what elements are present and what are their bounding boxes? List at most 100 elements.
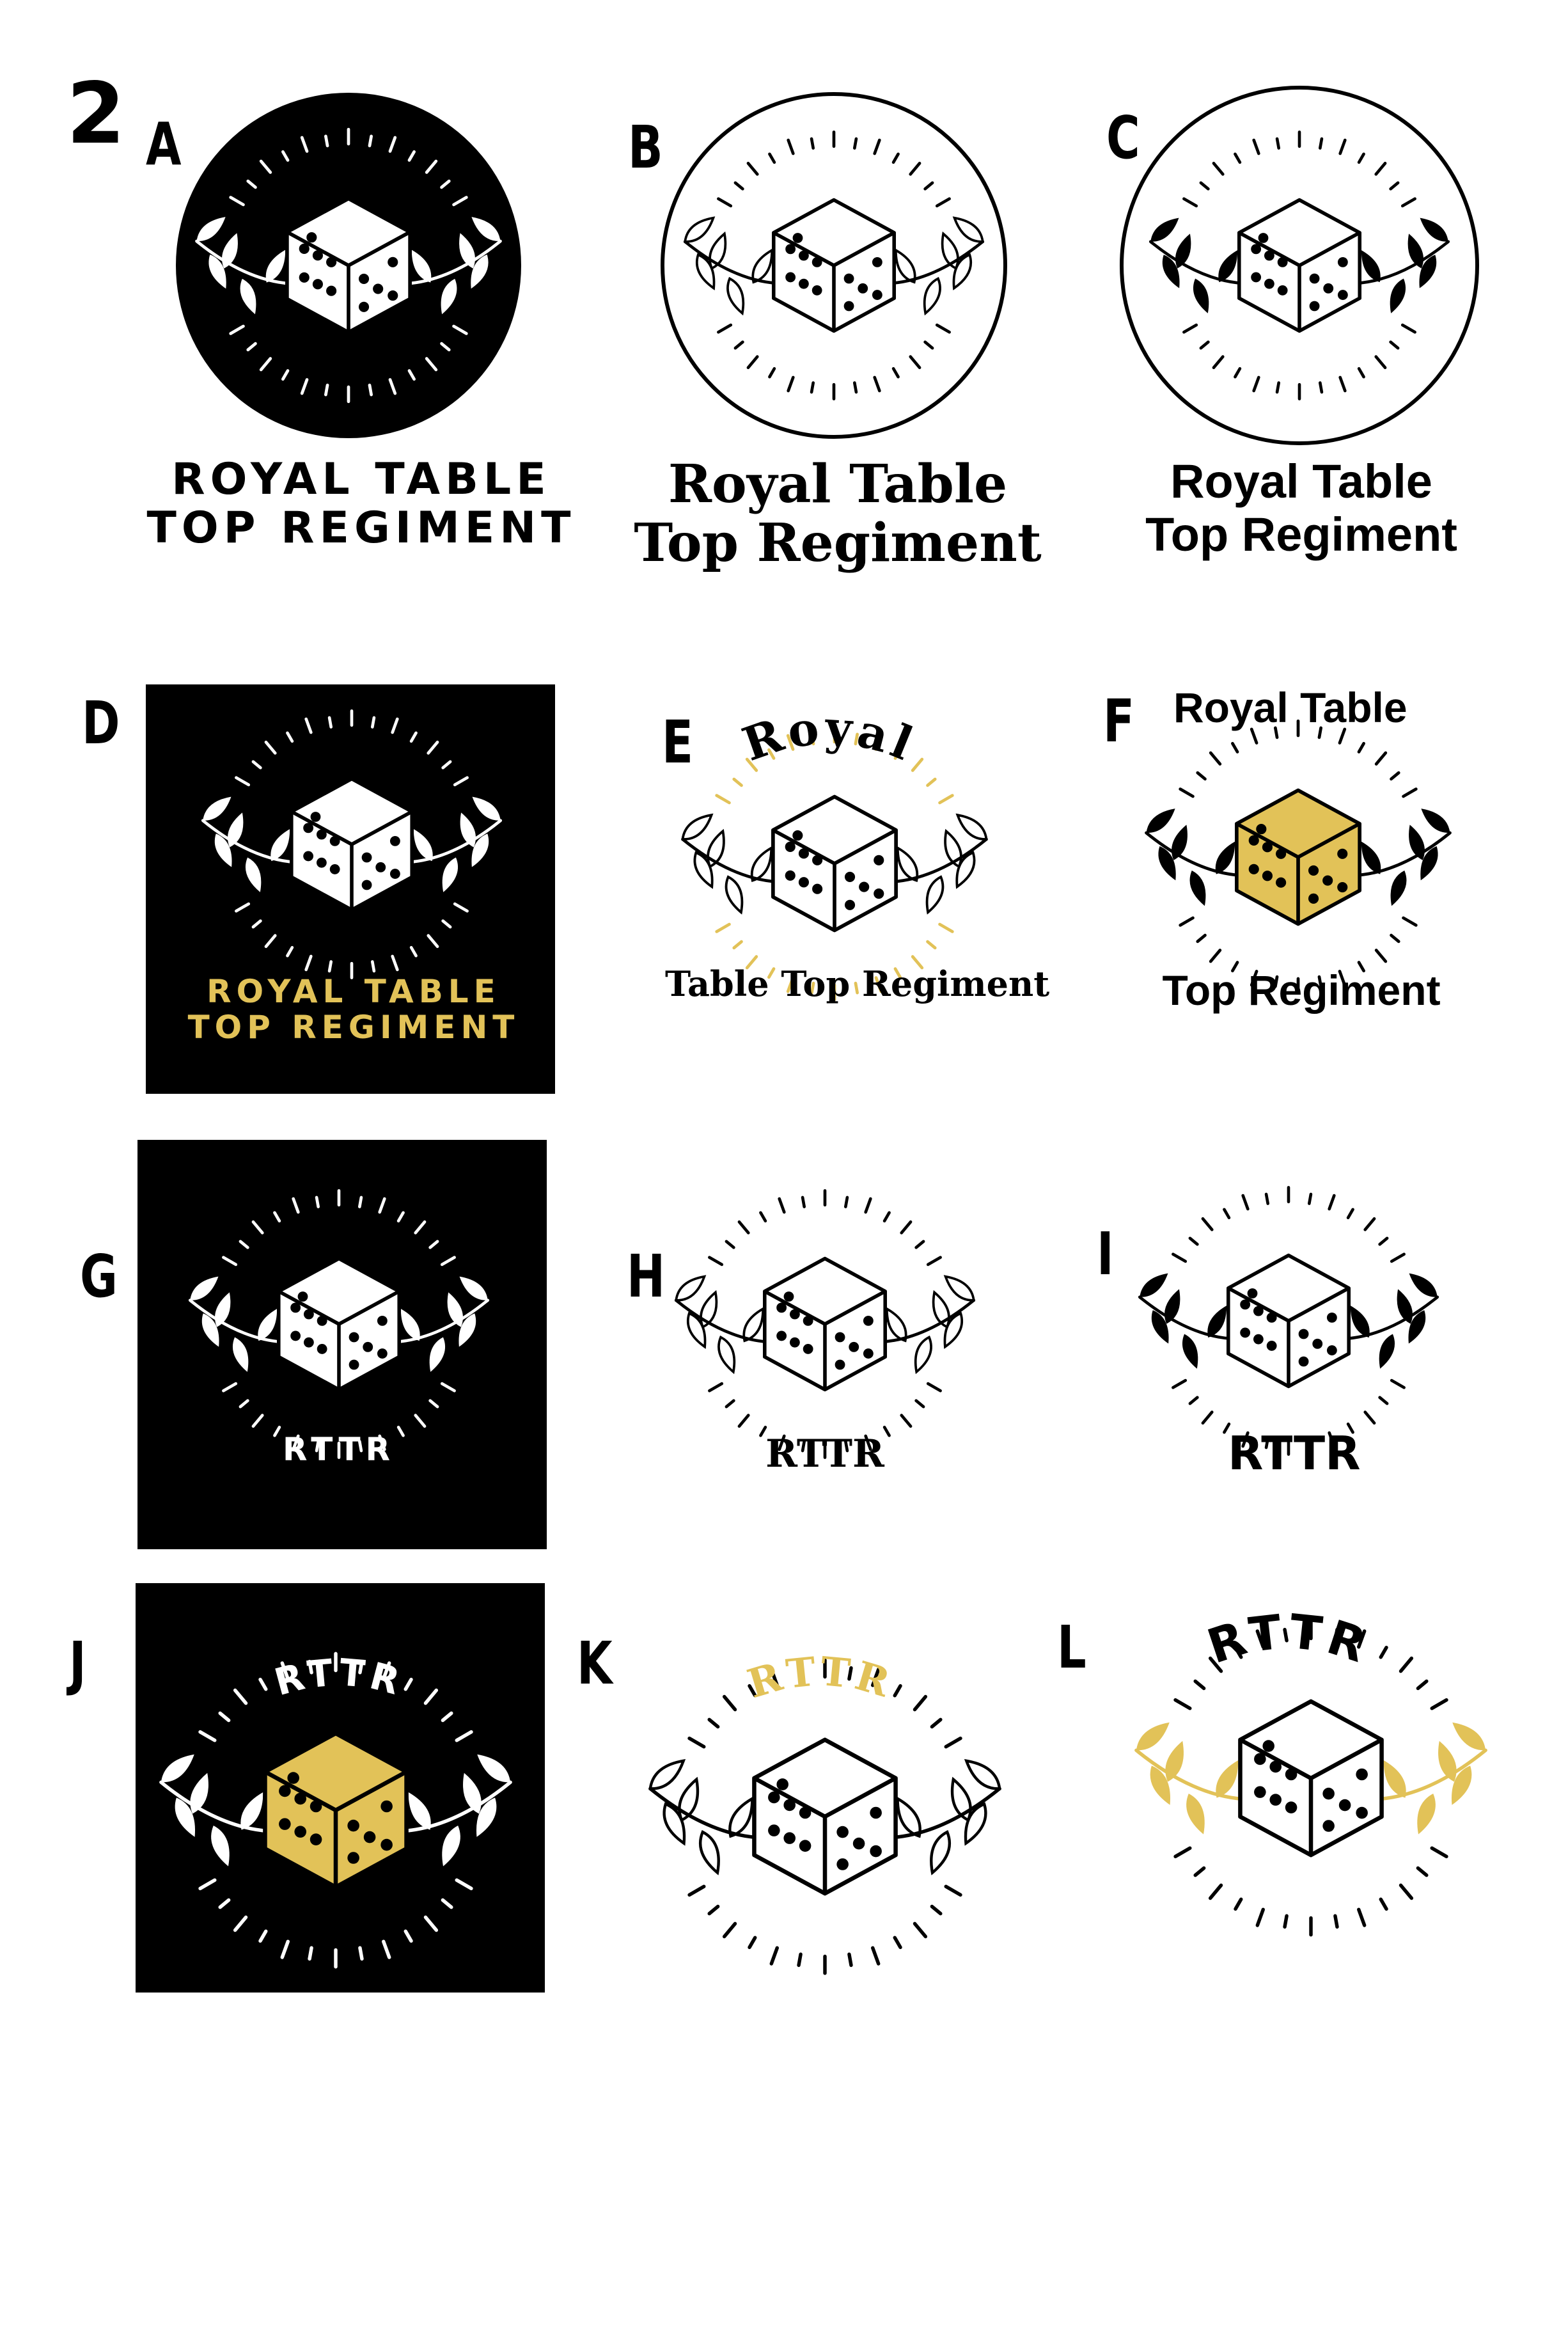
wordmark-line: ROYAL TABLE [171, 454, 551, 505]
die-pip [768, 1824, 780, 1836]
ray-tick [1172, 1378, 1188, 1389]
ray-tick [687, 1736, 706, 1749]
badge-ring [1120, 86, 1479, 445]
wordmark: Table Top Regiment [665, 965, 1049, 1004]
ray-tick [707, 1904, 720, 1916]
leaf [1182, 1334, 1198, 1369]
ray-tick [759, 1211, 767, 1223]
die-pip [1326, 1345, 1337, 1355]
ray-tick [1333, 1627, 1339, 1643]
ray-tick [388, 378, 397, 395]
leaf [952, 216, 984, 243]
leaf [1397, 1289, 1413, 1324]
ray-tick [725, 1240, 735, 1249]
ray-tick [233, 1915, 248, 1932]
ray-tick [768, 152, 776, 164]
leaf [1361, 250, 1381, 283]
ray-tick [428, 1399, 439, 1409]
ray-tick [1333, 1914, 1339, 1929]
wordmark-line: TOP REGIMENT [146, 503, 576, 554]
ray-tick [1390, 771, 1400, 781]
die-pip [363, 1831, 376, 1843]
ray-tick [404, 1677, 413, 1691]
ray-tick [286, 945, 294, 958]
ray-tick [717, 323, 733, 334]
ray-tick [235, 902, 251, 913]
ray-tick [873, 375, 881, 393]
leaf [215, 1292, 231, 1327]
die-pip [785, 870, 796, 881]
ray-tick [732, 777, 743, 787]
ray-tick [797, 1952, 803, 1968]
die-pip [290, 1302, 301, 1313]
ray-tick [304, 954, 313, 972]
ray-tick [1363, 1217, 1376, 1231]
ray-ticks [717, 130, 951, 400]
ray-tick [1374, 355, 1387, 370]
die-pip [380, 1800, 393, 1813]
leaf [686, 1311, 707, 1349]
die-pip [803, 1344, 813, 1354]
ray-tick [258, 1929, 268, 1943]
right-sprig-icon [400, 1754, 512, 1867]
ray-tick [1255, 1907, 1266, 1927]
ray-tick [926, 777, 937, 787]
ray-tick [453, 776, 469, 787]
ray-tick [452, 196, 468, 207]
die-pip [312, 279, 324, 290]
ray-tick [391, 717, 399, 734]
ray-tick [370, 716, 376, 729]
die-pip [316, 857, 327, 868]
die-pip [1269, 1794, 1282, 1806]
ray-tick [707, 1717, 720, 1729]
leaf [441, 278, 457, 315]
ray-tick [870, 1668, 881, 1687]
leaf [203, 796, 231, 821]
leaf [196, 217, 226, 242]
ray-tick [1241, 1431, 1250, 1448]
ray-tick [1328, 1194, 1336, 1211]
ray-tick [1374, 161, 1387, 176]
ray-tick [381, 1939, 391, 1959]
ray-tick [893, 748, 902, 760]
wordmark: ROYAL TABLE TOP REGIMENT [134, 455, 588, 553]
die-pip [792, 233, 803, 243]
ray-tick [308, 1946, 313, 1961]
leaf [1140, 1273, 1168, 1297]
leaf [1421, 809, 1450, 833]
leaf [1215, 841, 1235, 874]
die-icon [1226, 1253, 1351, 1389]
die-pip [1337, 290, 1348, 300]
die-pip [783, 1799, 796, 1811]
die-pip [1264, 278, 1274, 289]
die-pip [1277, 257, 1288, 267]
left-sprig-icon [195, 217, 293, 315]
leaf [190, 1276, 219, 1300]
leaf [1151, 1310, 1169, 1344]
leaf [211, 1826, 230, 1867]
ray-tick [357, 1196, 363, 1208]
ray-ticks [687, 1658, 962, 1975]
ray-tick [428, 1240, 439, 1249]
ray-tick [797, 1666, 803, 1681]
ray-tick [1379, 1897, 1388, 1911]
ray-tick [787, 375, 795, 393]
wordmark: RTTR [764, 1432, 886, 1476]
leaf [477, 1754, 511, 1783]
ray-tick [778, 1197, 786, 1214]
ray-tick [1223, 1208, 1231, 1220]
die-pip [329, 864, 340, 874]
leaf [944, 828, 962, 869]
ray-tick [882, 1211, 891, 1223]
ray-tick [801, 1196, 806, 1208]
leaf [1409, 825, 1425, 860]
ray-tick [1209, 751, 1222, 766]
die-pip [1254, 1786, 1266, 1798]
die-pip [1254, 1753, 1266, 1765]
right-sprig-icon [407, 796, 503, 892]
ray-tick [926, 940, 937, 950]
ray-tick [404, 1929, 413, 1943]
die-pip [377, 1315, 388, 1326]
